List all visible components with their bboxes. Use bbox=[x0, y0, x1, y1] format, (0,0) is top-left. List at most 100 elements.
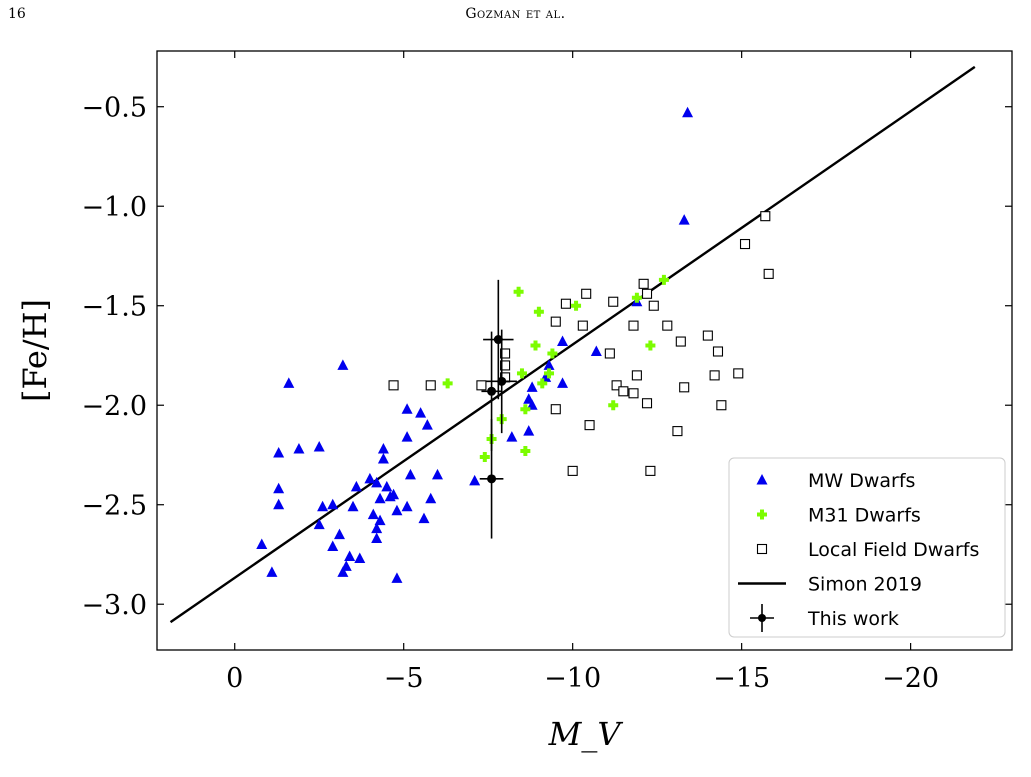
m31-dwarf-point bbox=[513, 286, 524, 297]
m31-dwarf-point bbox=[658, 274, 669, 285]
mw-dwarf-point bbox=[391, 504, 403, 516]
x-tick-label: −20 bbox=[882, 663, 939, 694]
mw-dwarf-point bbox=[293, 443, 305, 454]
mw-dwarf-point bbox=[313, 441, 325, 452]
mw-dwarf-point bbox=[273, 446, 285, 458]
mw-dwarf-point bbox=[317, 500, 329, 512]
field-dwarf-point bbox=[604, 348, 615, 359]
field-dwarf-point bbox=[712, 346, 724, 357]
legend-item-mw-dwarfs: MW Dwarfs bbox=[756, 470, 915, 492]
mw-dwarf-point bbox=[371, 476, 383, 488]
mw-dwarf-point bbox=[371, 532, 383, 544]
field-dwarf-point bbox=[618, 386, 629, 397]
this-work-dot bbox=[493, 335, 503, 345]
field-dwarf-point bbox=[679, 382, 690, 393]
field-dwarf-point bbox=[581, 288, 592, 299]
mw-dwarf-point bbox=[283, 377, 295, 388]
x-tick-label: −15 bbox=[713, 663, 770, 694]
field-dwarf-point bbox=[675, 336, 686, 347]
mw-dwarf-point bbox=[526, 381, 538, 392]
mw-dwarf-point bbox=[367, 508, 379, 520]
mw-dwarf-point bbox=[337, 359, 349, 370]
legend-label: Simon 2019 bbox=[808, 574, 922, 596]
mw-dwarf-point bbox=[543, 359, 555, 370]
y-tick-label: −2.5 bbox=[81, 491, 147, 522]
mw-dwarf-point bbox=[273, 498, 285, 510]
mw-dwarf-point bbox=[401, 403, 413, 414]
legend-box bbox=[728, 457, 1006, 638]
m31-dwarf-point bbox=[631, 292, 642, 303]
mw-dwarf-point bbox=[590, 345, 602, 356]
x-tick-label: −10 bbox=[544, 663, 601, 694]
field-dwarf-point bbox=[716, 400, 727, 411]
y-axis-label: [Fe/H] bbox=[16, 299, 54, 402]
mw-dwarf-point bbox=[374, 514, 386, 526]
field-dwarf-point bbox=[641, 288, 653, 299]
this-work-point bbox=[479, 419, 504, 539]
field-dwarf-point bbox=[739, 238, 751, 250]
m31-dwarf-point bbox=[571, 300, 582, 311]
m31-dwarf-point bbox=[608, 400, 619, 411]
field-dwarf-point bbox=[550, 404, 561, 415]
m31-dwarf-point bbox=[520, 404, 531, 415]
field-dwarf-point bbox=[388, 380, 399, 391]
mw-dwarf-point bbox=[425, 492, 437, 504]
field-dwarf-point bbox=[662, 320, 673, 331]
legend: MW Dwarfs M31 Dwarfs Local Field Dwarfs Sim… bbox=[728, 457, 1006, 638]
legend-item-this-work: This work bbox=[750, 604, 899, 632]
mw-dwarf-point bbox=[388, 488, 400, 500]
mw-dwarf-point bbox=[557, 335, 569, 347]
mw-dwarf-point bbox=[364, 472, 376, 484]
y-tick-label: −1.0 bbox=[81, 192, 147, 223]
mw-dwarf-point bbox=[354, 552, 366, 563]
field-dwarf-point bbox=[560, 298, 571, 309]
mw-dwarf-point bbox=[523, 425, 535, 436]
mw-dwarf-point bbox=[344, 550, 356, 561]
mw-dwarf-point bbox=[401, 500, 413, 512]
m31-dwarf-point bbox=[544, 368, 555, 379]
field-dwarf-point bbox=[638, 278, 649, 289]
page-number: 16 bbox=[8, 6, 26, 22]
mw-dwarf-point bbox=[256, 538, 268, 550]
mw-dwarf-point bbox=[333, 528, 345, 540]
mw-dwarf-point bbox=[381, 480, 393, 492]
m31-dwarf-point bbox=[533, 306, 544, 317]
y-tick-label: −1.5 bbox=[81, 292, 147, 323]
field-dwarf-point bbox=[608, 296, 619, 307]
mw-dwarf-point bbox=[421, 419, 433, 430]
field-dwarf-point bbox=[645, 465, 656, 476]
m31-dwarf-point bbox=[520, 445, 531, 456]
m31-dwarf-point bbox=[530, 340, 541, 351]
mw-dwarf-point bbox=[678, 214, 690, 225]
field-dwarf-point bbox=[425, 380, 436, 391]
field-dwarf-point bbox=[577, 320, 588, 331]
fit-line-simon-2019 bbox=[169, 65, 976, 624]
mw-dwarf-point bbox=[374, 492, 386, 504]
m31-dwarf-point bbox=[516, 368, 527, 379]
x-tick-label: −5 bbox=[384, 663, 424, 694]
m31-dwarf-point bbox=[479, 451, 490, 462]
field-dwarf-point bbox=[763, 268, 774, 279]
field-dwarf-point bbox=[641, 398, 653, 409]
m31-dwarf-point bbox=[547, 348, 558, 359]
field-dwarf-point bbox=[567, 465, 578, 476]
mw-dwarf-point bbox=[377, 452, 389, 464]
legend-item-m31-dwarfs: M31 Dwarfs bbox=[757, 505, 921, 527]
field-dwarf-point bbox=[628, 388, 639, 399]
legend-marker-plus bbox=[757, 509, 767, 520]
field-dwarf-point bbox=[628, 320, 639, 331]
field-dwarfs-layer bbox=[388, 211, 774, 476]
x-axis-label: M_V bbox=[548, 715, 624, 753]
mw-dwarf-point bbox=[401, 431, 413, 442]
legend-marker-square bbox=[756, 543, 768, 555]
mw-dwarf-point bbox=[266, 566, 278, 577]
legend-marker-errorbar bbox=[750, 604, 774, 632]
axis-ticks: 0 −5 −10 −15 −20 −3.0 −2.5 −2.0 −1.5 −1.0 −0.5 bbox=[81, 51, 1012, 694]
legend-item-simon-2019: Simon 2019 bbox=[738, 574, 922, 596]
field-dwarf-point bbox=[760, 211, 771, 222]
this-work-layer bbox=[479, 279, 517, 539]
y-tick-label: −2.0 bbox=[81, 391, 147, 422]
mw-dwarf-point bbox=[526, 399, 538, 410]
field-dwarf-point bbox=[672, 426, 683, 437]
